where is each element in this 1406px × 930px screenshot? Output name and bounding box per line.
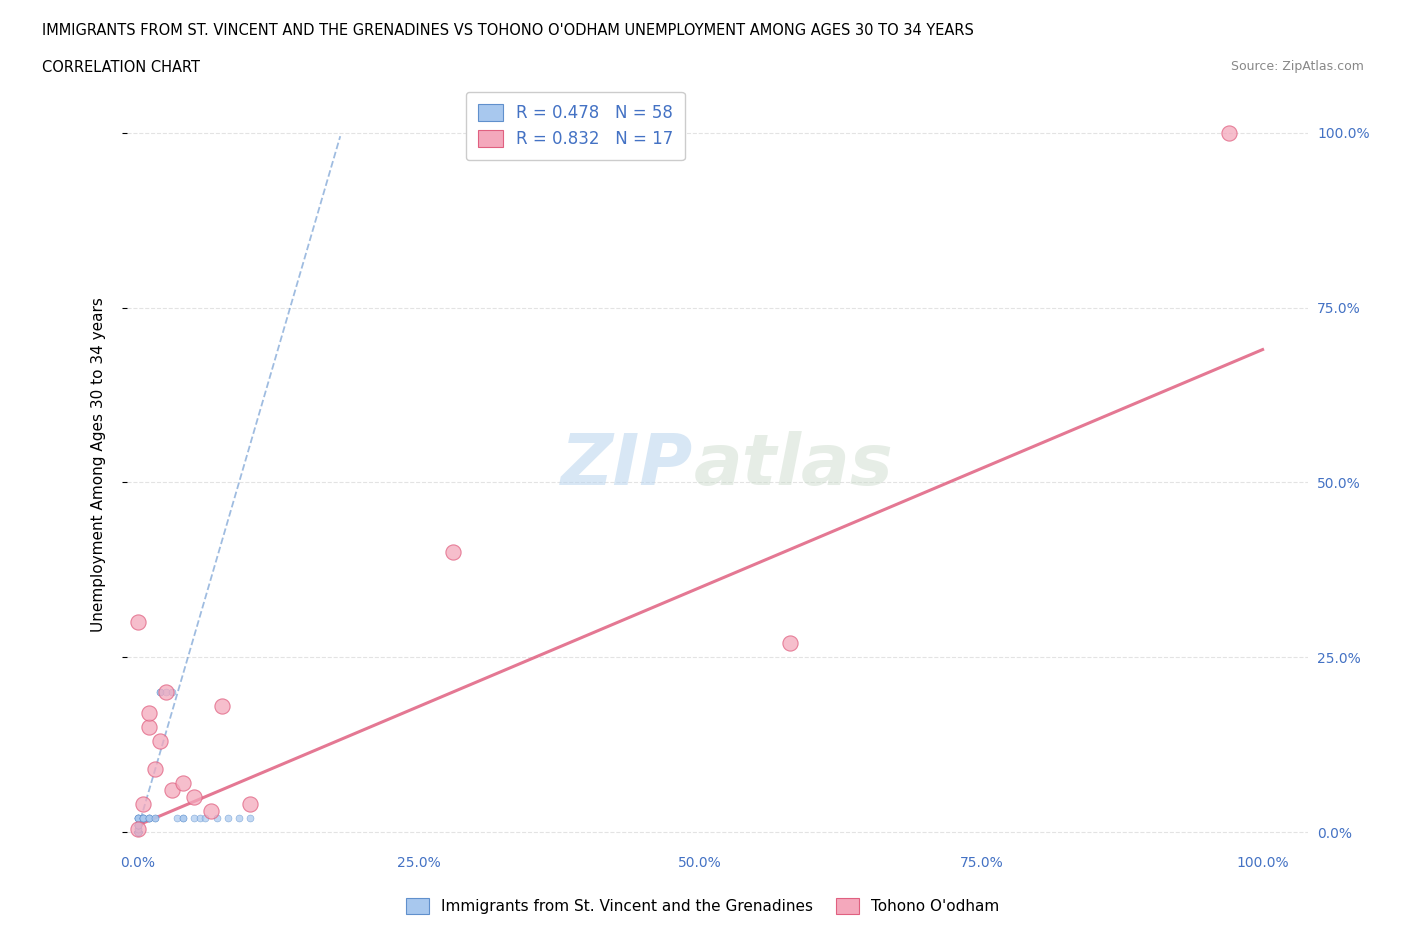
- Point: [127, 825, 149, 840]
- Point: [211, 699, 233, 714]
- Point: [200, 804, 222, 818]
- Legend: R = 0.478   N = 58, R = 0.832   N = 17: R = 0.478 N = 58, R = 0.832 N = 17: [465, 92, 685, 160]
- Point: [127, 825, 149, 840]
- Point: [127, 825, 149, 840]
- Point: [127, 825, 149, 840]
- Point: [127, 825, 149, 840]
- Legend: Immigrants from St. Vincent and the Grenadines, Tohono O'odham: Immigrants from St. Vincent and the Gren…: [401, 892, 1005, 921]
- Point: [239, 797, 262, 812]
- Point: [127, 825, 149, 840]
- Point: [239, 811, 262, 826]
- Point: [127, 817, 149, 832]
- Point: [127, 817, 149, 832]
- Point: [172, 811, 194, 826]
- Point: [127, 811, 149, 826]
- Point: [127, 817, 149, 832]
- Text: ZIP: ZIP: [561, 431, 693, 499]
- Point: [127, 817, 149, 832]
- Point: [132, 811, 155, 826]
- Point: [138, 811, 160, 826]
- Point: [132, 811, 155, 826]
- Point: [127, 821, 149, 836]
- Point: [127, 811, 149, 826]
- Point: [127, 811, 149, 826]
- Point: [160, 684, 183, 699]
- Point: [779, 636, 801, 651]
- Point: [127, 825, 149, 840]
- Point: [143, 811, 166, 826]
- Point: [127, 825, 149, 840]
- Point: [138, 811, 160, 826]
- Point: [155, 684, 177, 699]
- Point: [217, 811, 239, 826]
- Point: [138, 811, 160, 826]
- Point: [160, 783, 183, 798]
- Point: [149, 684, 172, 699]
- Point: [205, 811, 228, 826]
- Point: [127, 825, 149, 840]
- Point: [149, 684, 172, 699]
- Point: [127, 825, 149, 840]
- Point: [441, 545, 464, 560]
- Y-axis label: Unemployment Among Ages 30 to 34 years: Unemployment Among Ages 30 to 34 years: [91, 298, 105, 632]
- Point: [132, 811, 155, 826]
- Point: [127, 817, 149, 832]
- Text: atlas: atlas: [693, 431, 893, 499]
- Point: [127, 811, 149, 826]
- Point: [127, 821, 149, 836]
- Point: [138, 706, 160, 721]
- Text: CORRELATION CHART: CORRELATION CHART: [42, 60, 200, 75]
- Point: [127, 825, 149, 840]
- Point: [138, 811, 160, 826]
- Point: [143, 762, 166, 777]
- Point: [166, 811, 188, 826]
- Point: [132, 811, 155, 826]
- Point: [127, 825, 149, 840]
- Point: [127, 821, 149, 836]
- Point: [127, 825, 149, 840]
- Point: [188, 811, 211, 826]
- Point: [127, 825, 149, 840]
- Point: [1218, 126, 1240, 140]
- Point: [149, 734, 172, 749]
- Point: [143, 811, 166, 826]
- Point: [138, 720, 160, 735]
- Point: [127, 817, 149, 832]
- Point: [127, 825, 149, 840]
- Point: [127, 615, 149, 630]
- Point: [127, 825, 149, 840]
- Point: [127, 825, 149, 840]
- Text: Source: ZipAtlas.com: Source: ZipAtlas.com: [1230, 60, 1364, 73]
- Point: [127, 825, 149, 840]
- Point: [132, 797, 155, 812]
- Point: [228, 811, 250, 826]
- Point: [194, 811, 217, 826]
- Point: [172, 811, 194, 826]
- Point: [183, 811, 205, 826]
- Point: [127, 825, 149, 840]
- Point: [127, 811, 149, 826]
- Text: IMMIGRANTS FROM ST. VINCENT AND THE GRENADINES VS TOHONO O'ODHAM UNEMPLOYMENT AM: IMMIGRANTS FROM ST. VINCENT AND THE GREN…: [42, 23, 974, 38]
- Point: [132, 811, 155, 826]
- Point: [172, 776, 194, 790]
- Point: [183, 790, 205, 804]
- Point: [155, 684, 177, 699]
- Point: [127, 825, 149, 840]
